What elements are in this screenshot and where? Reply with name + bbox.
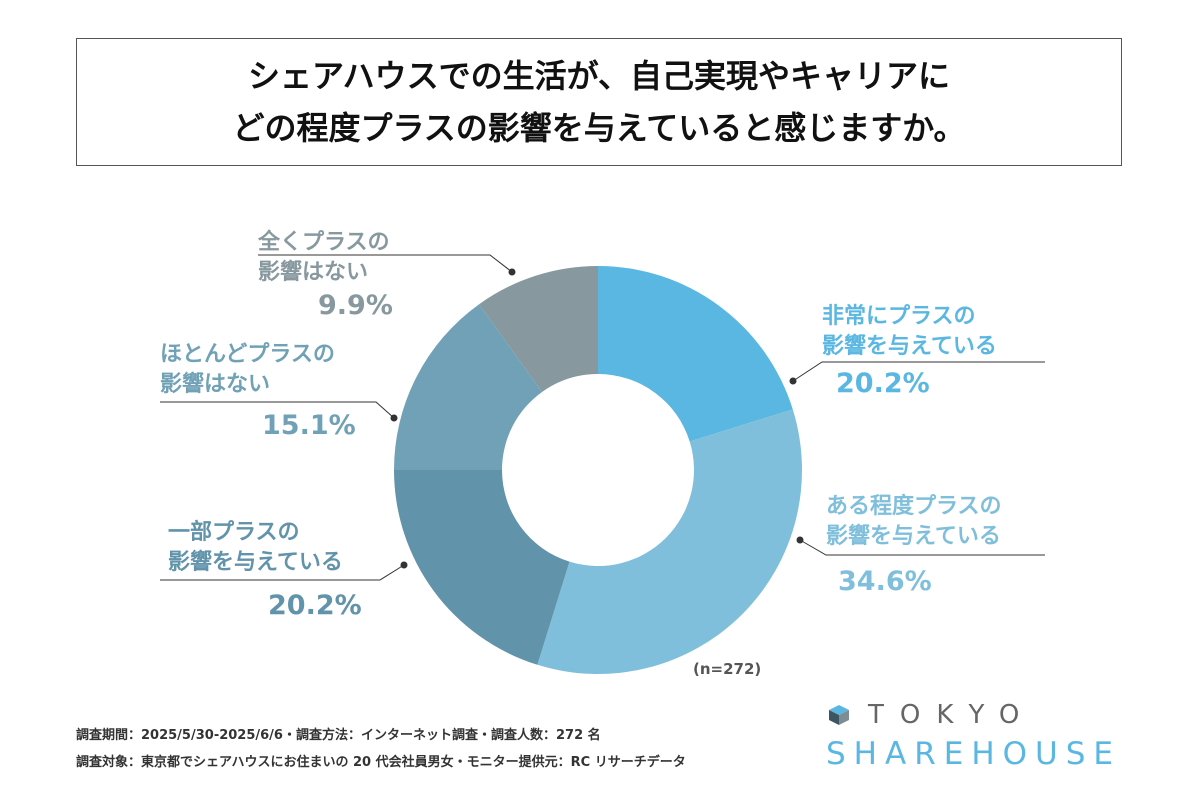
leader-very-positive-dot	[789, 377, 797, 385]
leader-very-positive	[792, 361, 1045, 382]
label-somewhat-positive-line2: 影響を与えている	[826, 524, 1001, 549]
slice-partly-positive	[394, 470, 570, 665]
slice-hardly-positive	[394, 304, 543, 470]
chart-title-line2: どの程度プラスの影響を与えていると感じますか。	[232, 109, 966, 147]
label-somewhat-positive-line1: ある程度プラスの	[826, 494, 1002, 519]
logo-top-text: TOKYO	[868, 700, 1036, 730]
label-not-positive-line2: 影響はない	[258, 260, 369, 285]
slice-not-positive	[479, 266, 598, 392]
logo-bottom-text: SHAREHOUSE	[826, 736, 1121, 772]
logo-cube-icon	[829, 705, 849, 725]
survey-notes: 調査期間：2025/5/30-2025/6/6・調査方法：インターネット調査・調…	[76, 722, 686, 776]
slice-very-positive	[598, 266, 793, 442]
value-not-positive: 9.9%	[318, 290, 393, 321]
leader-somewhat-positive-dot	[796, 536, 804, 544]
value-very-positive: 20.2%	[836, 368, 930, 399]
label-partly-positive-line2: 影響を与えている	[168, 550, 343, 575]
value-partly-positive: 20.2%	[268, 590, 362, 621]
slice-somewhat-positive	[537, 409, 802, 674]
value-somewhat-positive: 34.6%	[838, 566, 932, 597]
sample-size-label: (n=272)	[693, 660, 762, 678]
survey-notes-line1: 調査期間：2025/5/30-2025/6/6・調査方法：インターネット調査・調…	[76, 728, 601, 743]
leader-hardly-positive-dot	[390, 414, 398, 422]
label-partly-positive-line1: 一部プラスの	[168, 520, 300, 545]
label-hardly-positive-line1: ほとんどプラスの	[160, 342, 335, 367]
label-very-positive-line2: 影響を与えている	[822, 334, 997, 359]
label-not-positive-line1: 全くプラスの	[258, 230, 390, 255]
survey-notes-line2: 調査対象：東京都でシェアハウスにお住まいの 20 代会社員男女・モニター提供元：…	[76, 755, 686, 770]
logo-top: TOKYO	[828, 700, 1035, 730]
label-hardly-positive-line2: 影響はない	[160, 372, 271, 397]
leader-not-positive-dot	[508, 268, 516, 276]
label-very-positive-line1: 非常にプラスの	[822, 304, 976, 329]
leader-partly-positive	[160, 564, 405, 581]
chart-title-line1: シェアハウスでの生活が、自己実現やキャリアに	[247, 57, 951, 95]
leader-partly-positive-dot	[400, 561, 408, 569]
leader-somewhat-positive	[799, 539, 1045, 556]
chart-title: シェアハウスでの生活が、自己実現やキャリアに どの程度プラスの影響を与えていると…	[76, 38, 1122, 166]
leader-not-positive	[258, 254, 513, 273]
leader-hardly-positive	[160, 401, 395, 419]
value-hardly-positive: 15.1%	[262, 410, 356, 441]
